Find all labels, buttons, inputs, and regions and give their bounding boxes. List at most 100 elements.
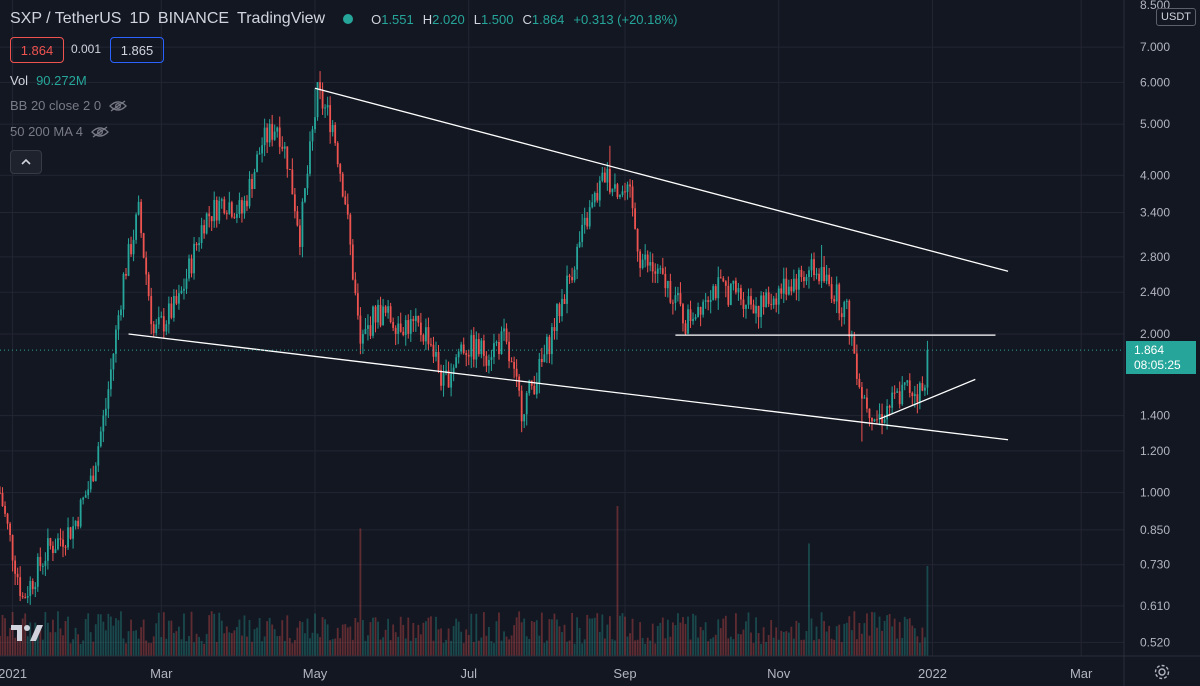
- candle-body: [306, 173, 309, 189]
- volume-bar: [223, 633, 226, 656]
- candle-body: [253, 172, 256, 190]
- candle-body: [876, 419, 878, 421]
- volume-bar: [682, 617, 684, 656]
- candle-body: [175, 296, 178, 304]
- volume-bar: [185, 641, 188, 656]
- candle-body: [659, 268, 662, 270]
- volume-bar: [447, 628, 450, 656]
- collapse-legend-button[interactable]: [10, 150, 42, 174]
- gear-icon[interactable]: [1153, 663, 1171, 681]
- volume-bar: [729, 636, 732, 656]
- candle-body: [848, 300, 851, 337]
- candle-body: [752, 304, 755, 314]
- volume-bar: [797, 622, 800, 656]
- volume-bar: [553, 613, 556, 656]
- candle-body: [57, 538, 59, 550]
- volume-bar: [727, 638, 730, 656]
- candle-body: [447, 370, 450, 388]
- candle-body: [361, 334, 364, 344]
- volume-bar: [117, 620, 120, 656]
- candle-body: [107, 389, 110, 409]
- volume-bar: [387, 618, 390, 656]
- candle-body: [422, 335, 425, 342]
- candle-body: [719, 277, 722, 279]
- currency-button[interactable]: USDT: [1156, 8, 1196, 26]
- volume-bar: [873, 612, 876, 656]
- candle-body: [0, 492, 1, 494]
- candle-body: [561, 298, 563, 317]
- candle-body: [820, 267, 823, 282]
- volume-bar: [442, 642, 445, 656]
- candle-body: [205, 213, 208, 234]
- candle-body: [311, 129, 314, 142]
- volume-bar: [636, 639, 639, 656]
- volume-bar: [540, 612, 543, 656]
- buy-button[interactable]: 1.865: [110, 37, 164, 63]
- candle-body: [341, 173, 344, 197]
- candle-body: [185, 278, 188, 289]
- volume-bar: [195, 633, 198, 656]
- sell-button[interactable]: 1.864: [10, 37, 64, 63]
- volume-bar: [314, 613, 316, 656]
- candle-body: [566, 275, 568, 304]
- volume-bar: [835, 626, 838, 656]
- volume-bar: [407, 617, 410, 656]
- eye-off-icon[interactable]: [91, 125, 109, 138]
- bb-legend[interactable]: BB 20 close 2 0: [10, 98, 127, 113]
- candle-body: [183, 288, 185, 291]
- volume-bar: [656, 625, 659, 656]
- candle-body: [230, 202, 233, 217]
- candle-body: [407, 320, 410, 334]
- source-label: TradingView: [237, 10, 326, 27]
- volume-bar: [402, 624, 405, 656]
- volume-bar: [717, 619, 720, 656]
- candle-body: [218, 200, 221, 221]
- volume-bar: [908, 618, 911, 656]
- symbol-title[interactable]: SXP / TetherUS: [10, 10, 122, 27]
- candlesticks: [0, 71, 929, 605]
- interval-label[interactable]: 1D: [129, 10, 150, 27]
- volume-bar: [9, 627, 11, 656]
- volume-bar: [54, 632, 57, 656]
- ma-legend[interactable]: 50 200 MA 4: [10, 124, 109, 139]
- volume-bar: [724, 615, 727, 656]
- volume-bar: [84, 619, 87, 656]
- x-tick-label: Mar: [1070, 666, 1093, 681]
- candle-body: [525, 393, 528, 415]
- candle-body: [835, 284, 838, 302]
- candle-body: [130, 244, 132, 255]
- volume-bar: [598, 631, 601, 656]
- candle-body: [92, 475, 95, 482]
- candle-body: [140, 201, 143, 234]
- volume-bar: [79, 643, 82, 656]
- candle-body: [263, 127, 266, 146]
- candle-body: [336, 143, 339, 165]
- last-price-value: 1.864: [1134, 343, 1165, 357]
- candle-body: [614, 184, 616, 189]
- volume-bar: [530, 621, 533, 656]
- candle-body: [505, 328, 508, 342]
- volume-bar: [24, 613, 27, 656]
- candle-body: [261, 145, 264, 154]
- volume-bar: [843, 623, 846, 656]
- candle-body: [6, 513, 9, 524]
- eye-off-icon[interactable]: [109, 99, 127, 112]
- candle-body: [734, 280, 737, 293]
- candle-body: [750, 296, 752, 305]
- volume-bar: [374, 617, 377, 656]
- candle-body: [200, 225, 203, 244]
- volume-bar: [583, 639, 586, 656]
- volume-bar: [379, 639, 382, 656]
- volume-bar: [82, 640, 85, 656]
- volume-bar: [528, 638, 531, 656]
- volume-bar: [200, 640, 203, 656]
- candle-body: [67, 527, 69, 548]
- volume-legend[interactable]: Vol 90.272M: [10, 73, 87, 88]
- candle-body: [813, 259, 815, 276]
- candle-body: [636, 228, 639, 252]
- candle-body: [918, 383, 921, 403]
- volume-bar: [823, 621, 826, 656]
- tradingview-logo-icon[interactable]: [10, 622, 44, 644]
- candle-body: [102, 415, 105, 432]
